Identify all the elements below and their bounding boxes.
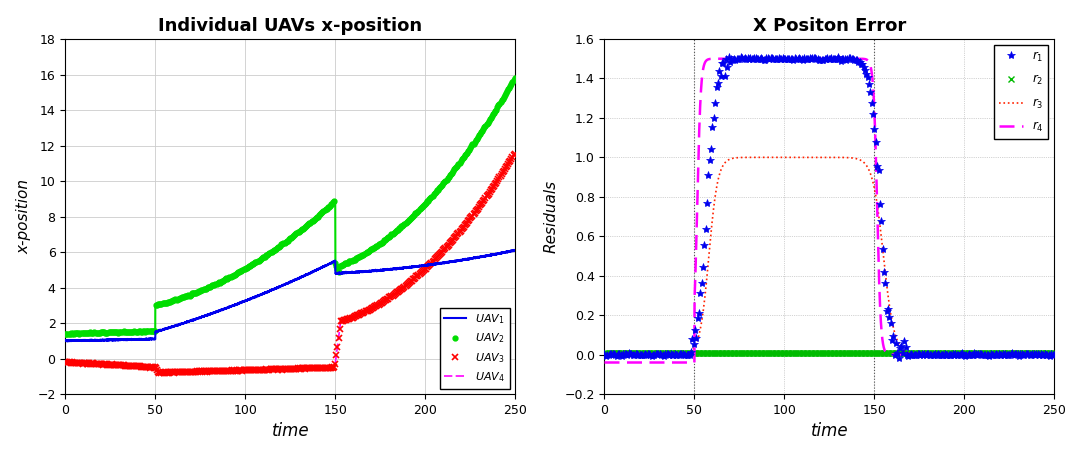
$UAV_3$	[508, 151, 521, 157]
$r_3$	[782, 154, 795, 160]
$UAV_2$	[104, 329, 117, 335]
Line: $UAV_3$: $UAV_3$	[62, 150, 518, 377]
$r_1$	[1047, 352, 1060, 357]
$r_4$	[680, 360, 693, 365]
$r_4$	[757, 56, 770, 62]
$UAV_1$	[231, 302, 244, 307]
$r_4$	[890, 352, 903, 357]
Line: $UAV_4$: $UAV_4$	[65, 153, 514, 372]
$UAV_3$	[58, 359, 71, 365]
$UAV_1$	[429, 261, 442, 266]
$UAV_1$	[352, 269, 365, 275]
$r_2$	[889, 350, 902, 356]
$UAV_4$	[504, 157, 517, 163]
Title: Individual UAVs x-position: Individual UAVs x-position	[158, 16, 422, 35]
$UAV_4$	[154, 370, 167, 375]
$UAV_3$	[153, 370, 166, 376]
$r_3$	[890, 338, 903, 343]
$UAV_4$	[58, 358, 71, 364]
$UAV_4$	[390, 289, 403, 295]
Line: $UAV_2$: $UAV_2$	[63, 76, 517, 336]
Line: $UAV_1$: $UAV_1$	[65, 250, 516, 341]
$r_2$	[598, 350, 611, 356]
$r_1$	[849, 57, 862, 62]
$UAV_3$	[81, 361, 94, 367]
$UAV_1$	[509, 247, 522, 253]
$r_2$	[982, 350, 995, 356]
Y-axis label: Residuals: Residuals	[544, 180, 559, 253]
$UAV_2$	[508, 75, 521, 81]
$r_1$	[986, 352, 999, 358]
$UAV_3$	[460, 220, 473, 225]
$r_1$	[892, 356, 905, 361]
Legend: $UAV_1$, $UAV_2$, $UAV_3$, $UAV_4$: $UAV_1$, $UAV_2$, $UAV_3$, $UAV_4$	[440, 308, 510, 388]
$UAV_4$	[81, 360, 94, 366]
$r_1$	[771, 56, 784, 61]
$UAV_1$	[394, 266, 407, 271]
$r_1$	[722, 54, 735, 60]
Line: $r_4$: $r_4$	[604, 59, 1055, 362]
$UAV_3$	[504, 158, 517, 163]
$r_4$	[598, 360, 611, 365]
$r_2$	[848, 350, 861, 356]
X-axis label: time: time	[811, 422, 848, 441]
$r_1$	[598, 352, 611, 357]
Title: X Positon Error: X Positon Error	[753, 16, 906, 35]
$r_2$	[769, 350, 782, 356]
$UAV_3$	[103, 362, 116, 367]
$r_3$	[1048, 352, 1061, 357]
$UAV_1$	[58, 338, 71, 343]
Legend: $r_1$, $r_2$, $r_3$, $r_4$: $r_1$, $r_2$, $r_3$, $r_4$	[994, 45, 1048, 139]
$r_2$	[691, 350, 704, 356]
Line: $r_2$: $r_2$	[602, 350, 1057, 356]
$r_1$	[691, 316, 704, 321]
Line: $r_1$: $r_1$	[600, 53, 1058, 362]
Line: $r_3$: $r_3$	[604, 157, 1055, 355]
$r_4$	[1048, 352, 1061, 357]
$UAV_1$	[141, 336, 154, 341]
$UAV_1$	[508, 247, 521, 253]
$UAV_4$	[508, 150, 521, 156]
$r_4$	[968, 352, 981, 357]
$r_3$	[934, 352, 947, 357]
$r_3$	[867, 186, 880, 191]
$r_4$	[770, 56, 783, 62]
$r_4$	[867, 109, 880, 115]
$UAV_1$	[61, 339, 74, 344]
$UAV_2$	[390, 227, 403, 233]
$UAV_2$	[58, 331, 71, 336]
$r_2$	[862, 350, 875, 356]
$UAV_4$	[472, 204, 485, 209]
$UAV_2$	[460, 150, 473, 155]
X-axis label: time: time	[272, 422, 309, 441]
$r_4$	[934, 352, 947, 357]
$UAV_3$	[472, 204, 485, 210]
$UAV_2$	[67, 331, 80, 337]
$UAV_3$	[390, 290, 403, 295]
$UAV_1$	[329, 258, 342, 264]
Y-axis label: x-position: x-position	[16, 179, 31, 254]
$UAV_2$	[504, 83, 517, 89]
$r_2$	[1047, 350, 1060, 356]
$UAV_2$	[472, 133, 485, 138]
$UAV_4$	[460, 219, 473, 225]
$r_3$	[598, 352, 611, 357]
$UAV_4$	[103, 361, 116, 367]
$r_1$	[891, 351, 904, 356]
$r_1$	[864, 89, 877, 94]
$UAV_2$	[82, 330, 95, 335]
$r_3$	[680, 352, 693, 357]
$r_3$	[770, 154, 783, 160]
$r_3$	[968, 352, 981, 357]
